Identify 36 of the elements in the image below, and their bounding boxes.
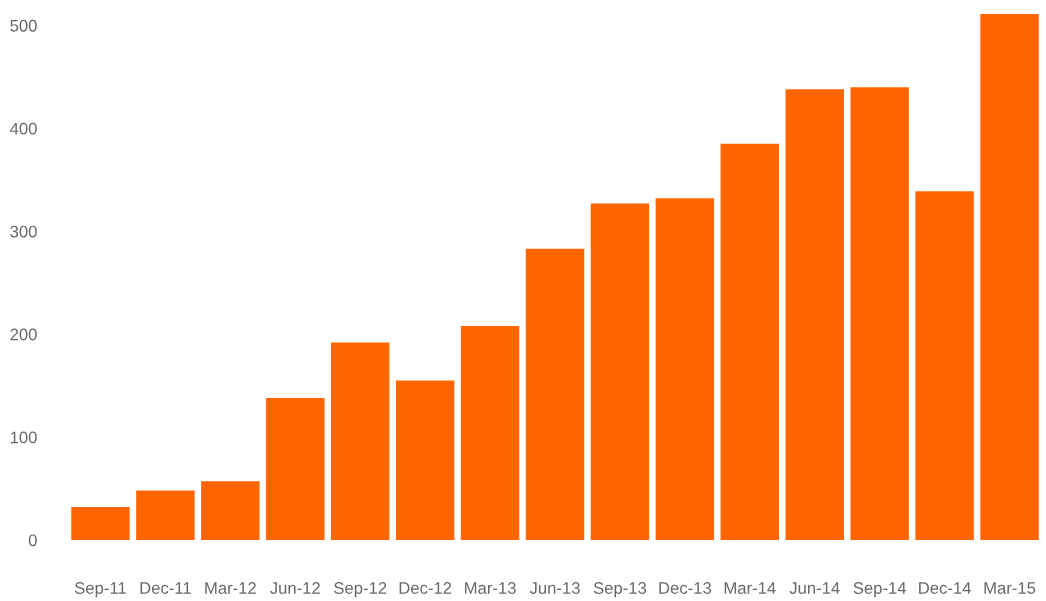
bar bbox=[980, 14, 1039, 540]
y-tick-label: 400 bbox=[10, 122, 37, 135]
y-tick-label: 0 bbox=[28, 534, 37, 547]
y-tick-label: 200 bbox=[10, 328, 37, 341]
bar bbox=[460, 325, 520, 540]
x-tick-label: Mar-15 bbox=[984, 582, 1036, 594]
bar bbox=[136, 490, 195, 540]
x-tick-label: Dec-14 bbox=[919, 582, 971, 594]
x-tick-label: Jun-12 bbox=[270, 582, 320, 594]
bar bbox=[71, 507, 130, 540]
bar bbox=[525, 248, 585, 540]
x-tick-label: Jun-13 bbox=[529, 582, 580, 594]
bar bbox=[915, 191, 974, 540]
x-tick-label: Dec-13 bbox=[659, 582, 711, 594]
y-tick-label: 100 bbox=[10, 431, 37, 444]
bar bbox=[395, 380, 455, 540]
x-tick-label: Sep-12 bbox=[334, 582, 387, 598]
x-tick-label: Sep-11 bbox=[74, 582, 126, 598]
y-tick-label: 500 bbox=[10, 19, 37, 32]
x-tick-label: Sep-14 bbox=[853, 582, 907, 598]
bar bbox=[201, 481, 260, 540]
x-tick-label: Jun-14 bbox=[789, 582, 840, 594]
x-tick-label: Dec-11 bbox=[140, 582, 191, 594]
bar bbox=[590, 203, 650, 540]
bar bbox=[785, 89, 844, 540]
x-tick-label: Mar-13 bbox=[465, 582, 516, 594]
y-tick-label: 300 bbox=[10, 225, 37, 238]
x-tick-label: Sep-13 bbox=[593, 582, 647, 598]
x-tick-label: Mar-14 bbox=[724, 582, 776, 594]
bar bbox=[720, 143, 780, 540]
bar bbox=[330, 342, 390, 540]
bar bbox=[655, 198, 715, 540]
bar bbox=[266, 397, 325, 540]
x-tick-label: Dec-12 bbox=[399, 582, 452, 594]
bar bbox=[850, 87, 909, 540]
x-tick-label: Mar-12 bbox=[205, 582, 256, 594]
